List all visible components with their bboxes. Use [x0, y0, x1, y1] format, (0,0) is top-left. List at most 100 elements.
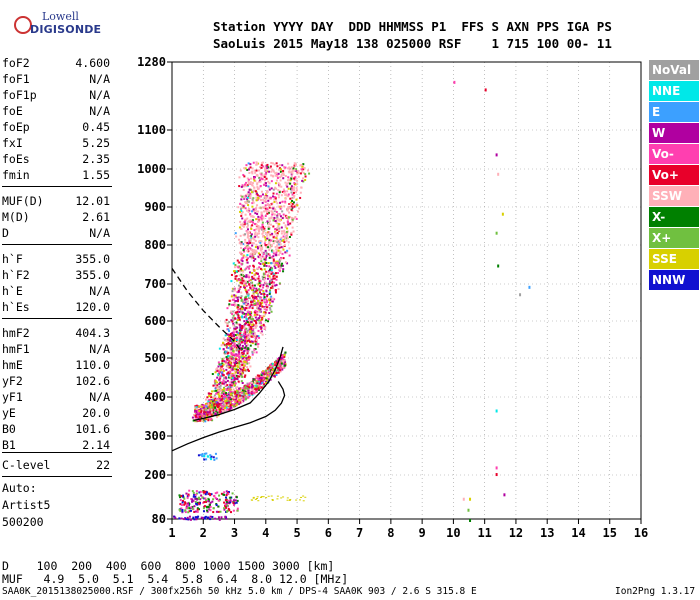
param-value: 404.3: [75, 326, 110, 340]
param-value: 102.6: [75, 374, 110, 388]
echo-point: [255, 291, 258, 294]
echo-point: [256, 496, 259, 498]
echo-point: [232, 365, 235, 368]
echo-point: [300, 496, 303, 498]
echo-point: [222, 493, 225, 496]
echo-point: [226, 372, 229, 375]
panel-separator: [2, 476, 112, 477]
echo-point: [245, 274, 248, 277]
echo-point: [207, 410, 210, 413]
echo-point: [240, 246, 243, 249]
echo-point: [261, 316, 264, 319]
echo-point: [232, 314, 235, 317]
echo-point: [271, 250, 274, 253]
echo-point: [261, 374, 264, 377]
echo-point: [290, 197, 293, 200]
echo-point: [302, 177, 305, 180]
echo-point: [248, 276, 251, 279]
echo-point: [267, 318, 270, 321]
echo-point: [262, 381, 265, 384]
echo-point: [258, 179, 261, 182]
echo-point: [227, 393, 230, 396]
echo-point: [231, 372, 234, 375]
echo-point: [228, 408, 231, 411]
echo-point: [295, 217, 298, 220]
echo-point: [270, 187, 273, 190]
echo-point: [282, 169, 285, 172]
echo-point: [273, 210, 276, 213]
echo-point: [224, 503, 227, 506]
echo-point: [257, 305, 260, 308]
echo-point: [276, 272, 279, 275]
echo-point: [236, 354, 239, 357]
echo-point: [244, 207, 247, 210]
echo-point: [230, 295, 233, 298]
echo-point: [209, 509, 212, 512]
echo-point: [244, 288, 247, 291]
echo-point: [237, 308, 240, 311]
echo-point: [223, 501, 226, 504]
code-label: 500200: [2, 515, 44, 529]
echo-point: [256, 162, 259, 165]
echo-point: [244, 312, 247, 315]
param-value: 2.61: [82, 210, 110, 224]
echo-point: [290, 191, 293, 194]
echo-point: [265, 184, 268, 187]
echo-point: [252, 242, 255, 245]
echo-point: [218, 362, 221, 365]
echo-point: [271, 300, 274, 303]
echo-point: [233, 396, 236, 399]
echo-point: [278, 282, 281, 285]
echo-point: [246, 226, 249, 229]
echo-point: [211, 405, 214, 408]
echo-point: [209, 515, 212, 518]
echo-point: [252, 497, 255, 499]
echo-point: [203, 501, 206, 504]
echo-point: [209, 414, 212, 417]
echo-point: [262, 165, 265, 168]
echo-point: [276, 216, 279, 219]
echo-point: [194, 510, 197, 513]
param-value: N/A: [89, 284, 110, 298]
echo-point: [214, 492, 217, 495]
echo-point: [260, 292, 263, 295]
echo-point: [227, 399, 230, 402]
echo-point: [225, 399, 228, 402]
echo-point: [246, 329, 249, 332]
echo-point: [273, 373, 276, 376]
echo-point: [256, 374, 259, 377]
echo-point: [249, 238, 252, 241]
echo-point: [253, 252, 256, 255]
echo-point: [221, 362, 224, 365]
echo-point: [248, 171, 251, 174]
echo-point: [250, 321, 253, 324]
echo-point: [196, 510, 199, 513]
echo-point: [269, 301, 272, 304]
echo-point: [237, 366, 240, 369]
echo-point: [207, 417, 210, 420]
echo-point: [276, 357, 279, 360]
echo-point: [208, 392, 211, 395]
echo-point: [243, 167, 246, 170]
echo-point: [302, 171, 305, 174]
echo-point: [229, 401, 232, 404]
echo-point: [287, 223, 290, 226]
echo-point: [236, 362, 239, 365]
echo-point: [241, 311, 244, 314]
echo-point: [268, 292, 271, 295]
echo-point: [231, 353, 234, 356]
echo-point: [224, 397, 227, 400]
echo-point: [284, 200, 287, 203]
echo-point: [289, 203, 292, 206]
echo-point: [244, 359, 247, 362]
echo-point: [243, 394, 246, 397]
echo-point: [281, 190, 284, 193]
echo-point: [212, 396, 215, 399]
echo-point: [244, 340, 247, 343]
echo-point: [211, 406, 214, 409]
echo-point: [240, 299, 243, 302]
echo-point: [213, 394, 216, 397]
echo-point: [275, 228, 278, 231]
echo-point: [217, 404, 220, 407]
echo-point: [246, 199, 249, 202]
